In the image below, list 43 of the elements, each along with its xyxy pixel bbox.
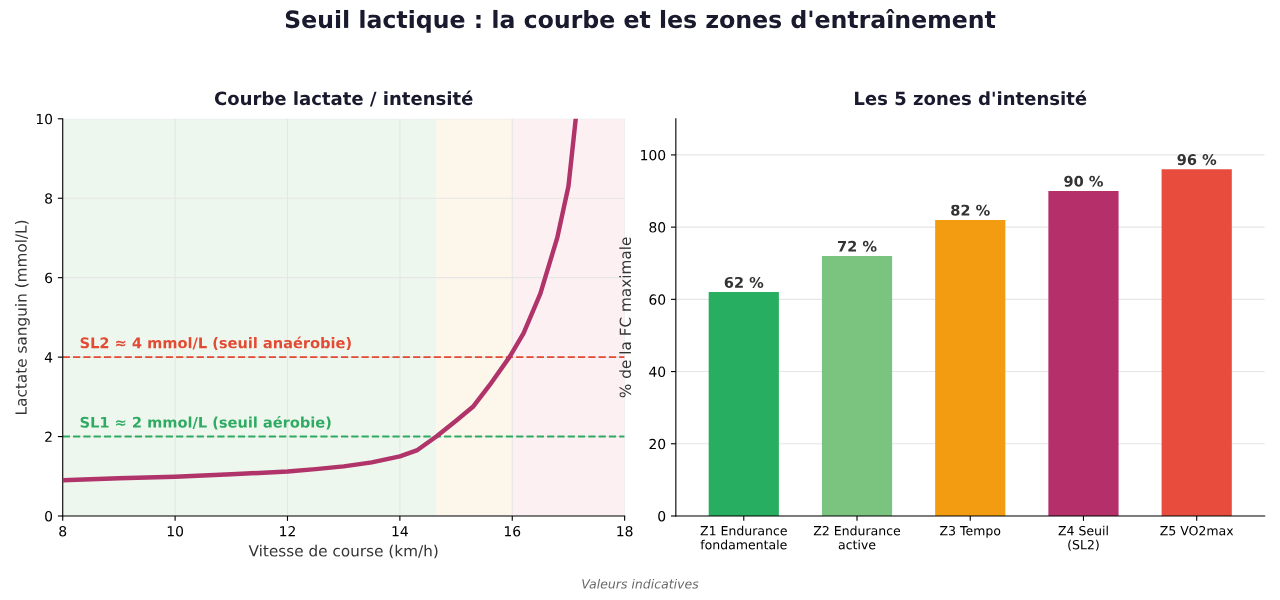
y-tick-label: 80 (649, 222, 666, 233)
y-tick-label: 0 (658, 510, 666, 522)
x-tick-label: Z2 Endurance active (813, 525, 901, 550)
bar (821, 256, 893, 516)
data-label: 72 % (837, 240, 877, 252)
bar (1048, 191, 1119, 516)
ref-line-label: SL1 ≈ 2 mmol/L (seuil aérobie) (80, 415, 331, 430)
line-series (62, 118, 578, 483)
y-tick-label: 60 (649, 294, 666, 305)
y-axis-title: Lactate sanguin (mmol/L) (14, 220, 30, 414)
bar (935, 219, 1006, 516)
text: Seuil lactique : la courbe et les zones d'entraînement (285, 9, 996, 33)
y-tick-label: 2 (45, 431, 52, 442)
x-tick-label: 18 (617, 525, 633, 537)
chart-title: Les 5 zones d'intensité (855, 90, 1087, 106)
y-tick-label: 40 (649, 366, 666, 378)
y-tick-label: 20 (649, 438, 666, 450)
data-label: 82 % (951, 204, 990, 216)
data-label: 62 % (724, 276, 764, 288)
x-tick-label: 12 (280, 525, 295, 537)
x-tick-label: Z1 Endurance fondamentale (700, 525, 787, 550)
y-tick-label: 6 (45, 272, 53, 284)
data-label: 90 % (1064, 175, 1103, 187)
bar (1161, 169, 1232, 516)
y-tick-label: 4 (44, 352, 53, 363)
x-tick-label: Z3 Tempo (940, 525, 1001, 538)
x-tick-label: Z4 Seuil (SL2) (1058, 525, 1108, 551)
y-tick-label: 100 (641, 149, 666, 161)
bar (708, 292, 779, 516)
x-tick-label: 10 (167, 525, 184, 537)
text: Valeurs indicatives (582, 578, 699, 589)
x-tick-label: 16 (504, 525, 521, 537)
x-tick-label: 8 (59, 525, 67, 537)
y-axis-title: % de la FC maximale (619, 237, 632, 398)
x-axis-title: Vitesse de course (km/h) (248, 544, 438, 559)
y-tick-label: 10 (36, 113, 53, 125)
y-tick-label: 8 (45, 193, 53, 204)
ref-line-label: SL2 ≈ 4 mmol/L (seuil anaérobie) (80, 336, 351, 351)
data-label: 96 % (1177, 154, 1217, 166)
y-tick-label: 0 (45, 510, 53, 522)
x-tick-label: Z5 VO2max (1160, 525, 1234, 536)
x-tick-label: 14 (392, 526, 408, 537)
chart-title: Courbe lactate / intensité (214, 90, 473, 107)
